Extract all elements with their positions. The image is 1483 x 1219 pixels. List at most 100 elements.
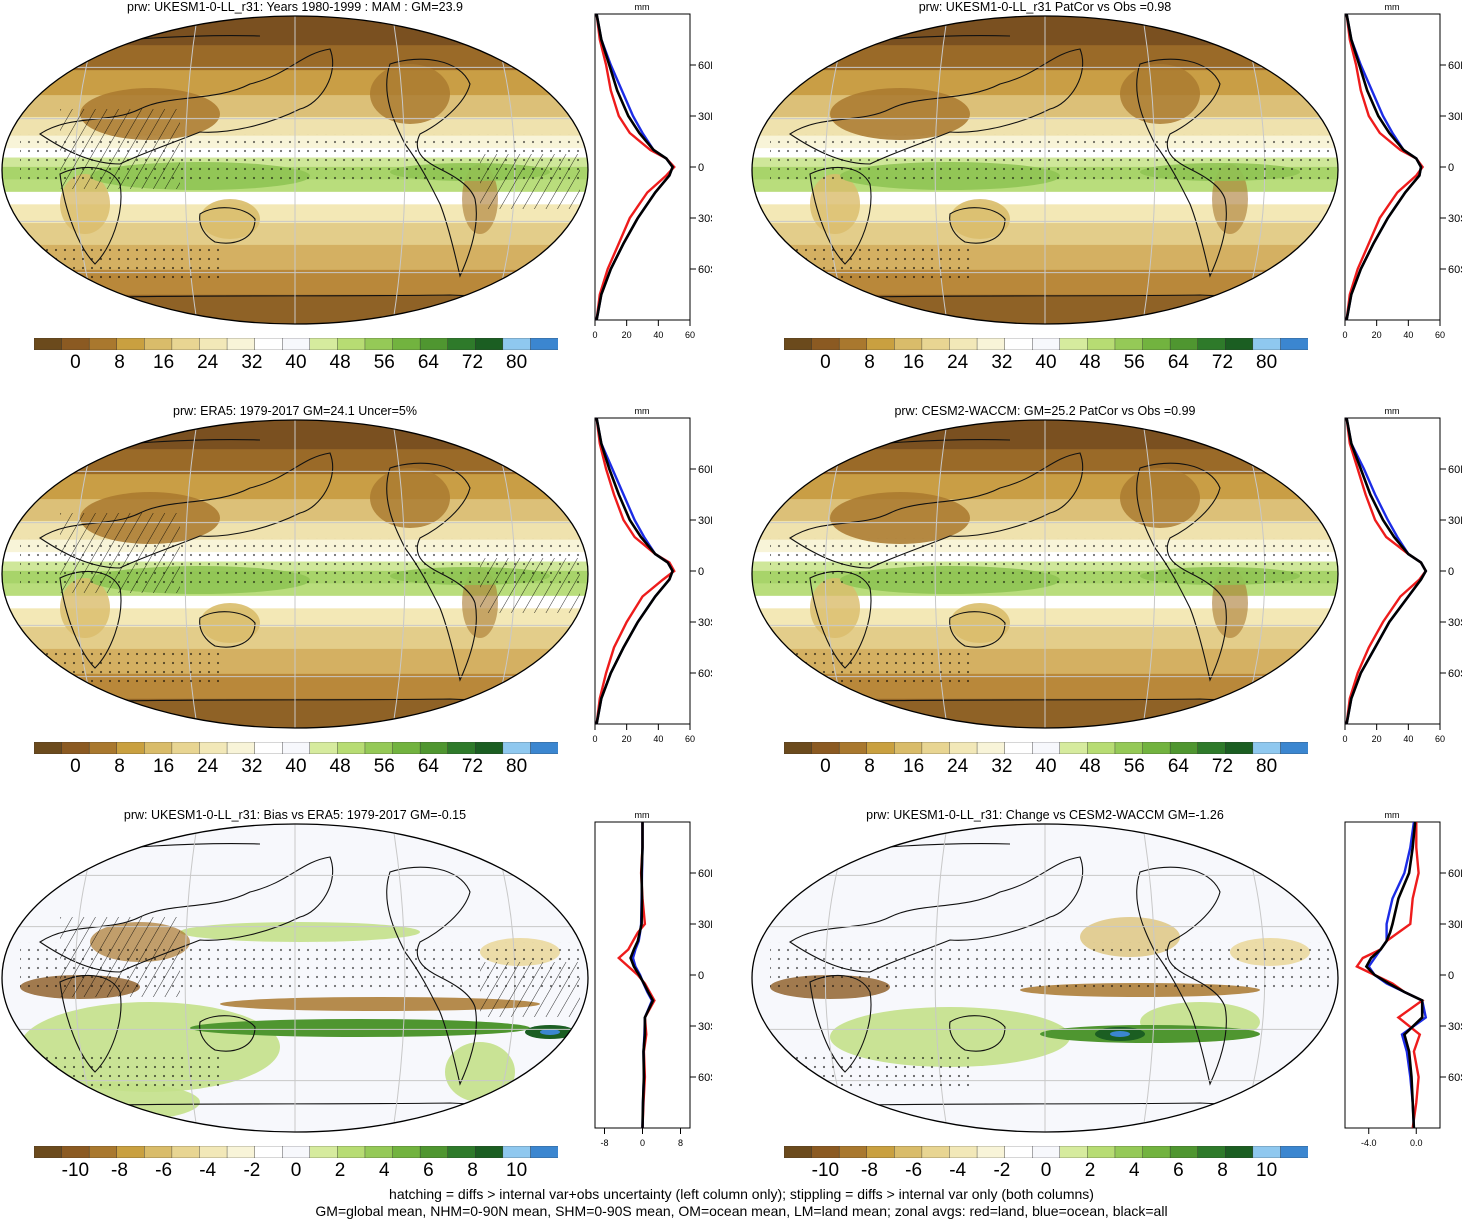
colorbar-swatch — [447, 1145, 476, 1159]
colorbar-labels: 0 8 16 24 32 40 48 56 64 72 80 — [34, 352, 558, 374]
colorbar-tick-label: 0 — [290, 1160, 302, 1181]
colorbar-tick-label: 48 — [329, 352, 351, 373]
colorbar-swatch — [33, 337, 63, 351]
colorbar-swatch — [419, 337, 449, 351]
zonal-ytick-label: 30N — [1448, 515, 1462, 527]
colorbar-tick-label: 16 — [903, 352, 925, 373]
colorbar-swatch — [33, 741, 63, 755]
colorbar-tick-label: 8 — [114, 352, 125, 373]
map-border — [1, 15, 589, 325]
colorbar-swatch — [838, 1145, 868, 1159]
colorbar-swatch — [1197, 337, 1226, 351]
colorbar-swatch — [1004, 337, 1033, 351]
colorbar-swatch — [475, 337, 504, 351]
panel-title: prw: ERA5: 1979-2017 GM=24.1 Uncer=5% — [173, 404, 417, 418]
zonal-mean-plot: mm 0 20 40 60 60N 30N 0 30S 60S — [1342, 406, 1462, 744]
colorbar-swatch — [61, 1145, 90, 1159]
zonal-ytick-label: 60S — [698, 1072, 712, 1084]
zonal-mean-plot: mm 0 20 40 60 60N 30N 0 30S 60S — [592, 2, 712, 340]
zonal-ytick-label: 60N — [698, 464, 712, 476]
colorbar-swatch — [976, 741, 1006, 755]
zonal-xtick-label: -8 — [600, 1138, 608, 1148]
colorbar-tick-label: 56 — [373, 352, 395, 373]
colorbar-tick-label: 0 — [820, 756, 831, 777]
colorbar-tick-label: 24 — [197, 756, 219, 777]
colorbar-swatch — [811, 1145, 840, 1159]
colorbar-swatch — [1280, 1145, 1309, 1159]
colorbar-tick-label: 6 — [1173, 1160, 1184, 1181]
zonal-xtick-label: 60 — [1435, 734, 1445, 744]
colorbar-swatch — [949, 741, 978, 755]
zonal-xtick-label: 0 — [1342, 734, 1347, 744]
colorbar — [33, 741, 559, 755]
colorbar-swatch — [226, 1145, 256, 1159]
zonal-unit: mm — [635, 810, 650, 820]
colorbar-swatch — [254, 1145, 283, 1159]
colorbar-container — [33, 1145, 559, 1159]
colorbar-tick-label: 72 — [1211, 352, 1234, 373]
colorbar-swatch — [1087, 337, 1116, 351]
zonal-line-all — [1345, 417, 1428, 725]
colorbar-swatch — [309, 1145, 338, 1159]
colorbar-tick-label: -10 — [811, 1160, 840, 1181]
zonal-ytick-label: 60S — [1448, 668, 1462, 680]
colorbar-swatch — [1142, 741, 1171, 755]
coastline — [199, 611, 256, 648]
zonal-line-all — [1345, 13, 1423, 321]
colorbar-labels: -10 -8 -6 -4 -2 0 2 4 6 8 10 — [784, 1160, 1308, 1182]
colorbar-swatch — [1087, 1145, 1116, 1159]
colorbar-swatch — [1142, 1145, 1171, 1159]
colorbar — [33, 337, 559, 351]
zonal-line-all — [595, 13, 675, 321]
colorbar-swatch — [1169, 1145, 1199, 1159]
zonal-ytick-label: 30S — [1448, 213, 1462, 225]
coastline — [199, 207, 256, 244]
colorbar-swatch — [475, 1145, 504, 1159]
colorbar-swatch — [866, 337, 895, 351]
colorbar-swatch — [1114, 1145, 1144, 1159]
panel-p6: prw: UKESM1-0-LL_r31: Change vs CESM2-WA… — [750, 808, 1483, 1208]
zonal-xtick-label: 0 — [1342, 330, 1347, 340]
colorbar-swatch — [447, 741, 476, 755]
colorbar-swatch — [530, 1145, 559, 1159]
colorbar-swatch — [309, 337, 338, 351]
colorbar-swatch — [1252, 741, 1281, 755]
zonal-xtick-label: 8 — [678, 1138, 683, 1148]
colorbar-swatch — [838, 337, 868, 351]
panel-p2: prw: UKESM1-0-LL_r31 PatCor vs Obs =0.98… — [750, 0, 1483, 400]
colorbar-swatch — [199, 337, 228, 351]
colorbar-swatch — [88, 741, 118, 755]
colorbar-tick-label: 8 — [864, 756, 875, 777]
colorbar — [783, 741, 1309, 755]
zonal-xtick-label: 20 — [1372, 330, 1382, 340]
colorbar-swatch — [282, 741, 311, 755]
colorbar-swatch — [866, 741, 895, 755]
colorbar — [783, 337, 1309, 351]
colorbar-tick-label: -2 — [993, 1160, 1011, 1181]
colorbar-labels: -10 -8 -6 -4 -2 0 2 4 6 8 10 — [34, 1160, 558, 1182]
colorbar-tick-label: 32 — [991, 756, 1013, 777]
map-border — [751, 823, 1339, 1133]
colorbar-container — [783, 1145, 1309, 1159]
zonal-xtick-label: 20 — [622, 330, 632, 340]
colorbar-tick-label: 8 — [1217, 1160, 1228, 1181]
colorbar-tick-label: 16 — [153, 352, 175, 373]
zonal-ytick-label: 0 — [1448, 566, 1454, 578]
colorbar-swatch — [783, 1145, 813, 1159]
colorbar-swatch — [1225, 1145, 1254, 1159]
colorbar-tick-label: 48 — [1079, 352, 1101, 373]
colorbar-tick-label: 32 — [991, 352, 1013, 373]
footer-line-2: GM=global mean, NHM=0-90N mean, SHM=0-90… — [315, 1203, 1168, 1219]
colorbar-swatch — [392, 1145, 421, 1159]
zonal-ytick-label: 60N — [698, 868, 712, 880]
map-border — [1, 823, 589, 1133]
colorbar-swatch — [1169, 741, 1199, 755]
colorbar-tick-label: 32 — [241, 352, 263, 373]
zonal-unit: mm — [635, 406, 650, 416]
zonal-xtick-label: -4.0 — [1361, 1138, 1377, 1148]
zonal-ytick-label: 0 — [698, 566, 704, 578]
zonal-xtick-label: 60 — [1435, 330, 1445, 340]
colorbar-container — [783, 741, 1309, 755]
colorbar-swatch — [337, 337, 366, 351]
panel-p1: prw: UKESM1-0-LL_r31: Years 1980-1999 : … — [0, 0, 740, 400]
